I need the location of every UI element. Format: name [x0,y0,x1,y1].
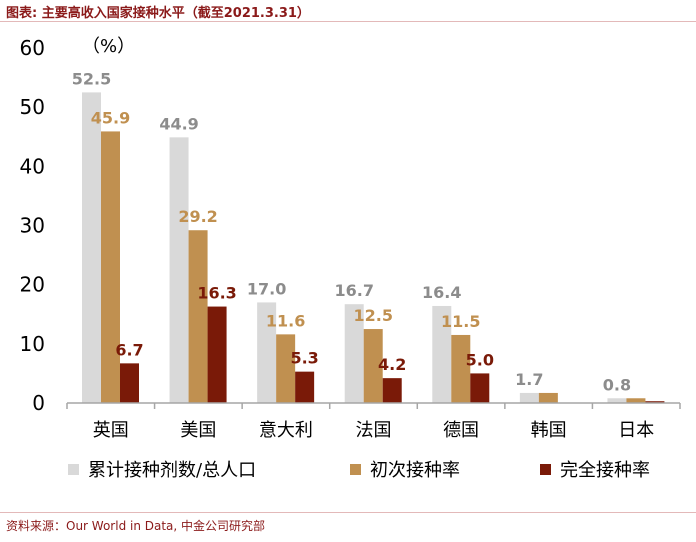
category-label: 法国 [356,420,392,441]
bar [451,334,471,403]
y-tick-label: 40 [20,154,45,178]
bar [626,398,646,403]
legend-swatch [350,464,361,475]
data-label: 11.5 [441,312,480,331]
bar [257,302,277,403]
category-label: 美国 [180,420,216,441]
bar [519,392,539,403]
data-label: 29.2 [178,207,217,226]
data-label: 16.3 [197,284,236,303]
bars [82,92,665,404]
y-tick-label: 50 [20,95,45,119]
top-divider [0,21,696,22]
bar [363,329,383,403]
data-labels: 52.5 44.9 17.0 16.7 16.4 1.7 0.8 45.9 29.2 11.6 12… [72,69,631,394]
legend-label: 累计接种剂数/总人口 [88,460,256,481]
y-tick-label: 20 [20,273,45,297]
category-label: 英国 [93,420,129,441]
legend-swatch [68,464,79,475]
data-label: 17.0 [247,279,286,298]
bar [432,305,452,403]
y-tick-label: 10 [20,332,45,356]
bar [470,373,490,403]
category-label: 意大利 [259,420,313,441]
source-note: 资料来源：Our World in Data, 中金公司研究部 [6,519,266,533]
legend-swatch [540,464,551,475]
legend-label: 初次接种率 [370,460,460,481]
data-label: 1.7 [515,370,543,389]
bar [82,92,101,403]
legend-label: 完全接种率 [560,460,650,481]
data-label: 5.3 [290,349,318,368]
legend: 累计接种剂数/总人口 初次接种率 完全接种率 [68,460,650,481]
bar [538,392,558,403]
data-label: 16.4 [422,283,461,302]
vaccination-bar-chart: 0 10 20 30 40 50 60 52.5 44.9 17.0 16.7 16.4 1.7 0.8… [20,36,681,481]
data-label: 6.7 [115,340,143,359]
data-label: 12.5 [353,306,392,325]
bar [645,401,665,403]
y-tick-label: 60 [20,36,45,60]
y-unit-label: （%） [82,36,135,57]
bar [120,363,139,403]
data-label: 11.6 [266,311,305,330]
x-axis: 英国 美国 意大利 法国 德国 韩国 日本 [66,402,681,441]
bar [169,137,189,403]
category-label: 韩国 [531,420,567,441]
bottom-divider [0,512,696,513]
y-axis: 0 10 20 30 40 50 60 [20,36,45,415]
bar [382,378,402,403]
bar [344,304,364,403]
data-label: 45.9 [91,108,130,127]
y-tick-label: 0 [32,391,45,415]
data-label: 16.7 [334,281,373,300]
bar [207,306,227,403]
bar [607,398,627,403]
data-label: 5.0 [466,350,494,369]
figure-title: 图表: 主要高收入国家接种水平（截至2021.3.31） [6,6,310,21]
category-label: 德国 [443,420,479,441]
bar [295,371,315,403]
data-label: 52.5 [72,69,111,88]
y-tick-label: 30 [20,214,45,238]
bar [101,131,120,404]
data-label: 0.8 [603,375,631,394]
data-label: 4.2 [378,355,406,374]
bar [188,230,208,403]
data-label: 44.9 [159,114,198,133]
bar [276,334,296,403]
category-label: 日本 [618,420,654,441]
